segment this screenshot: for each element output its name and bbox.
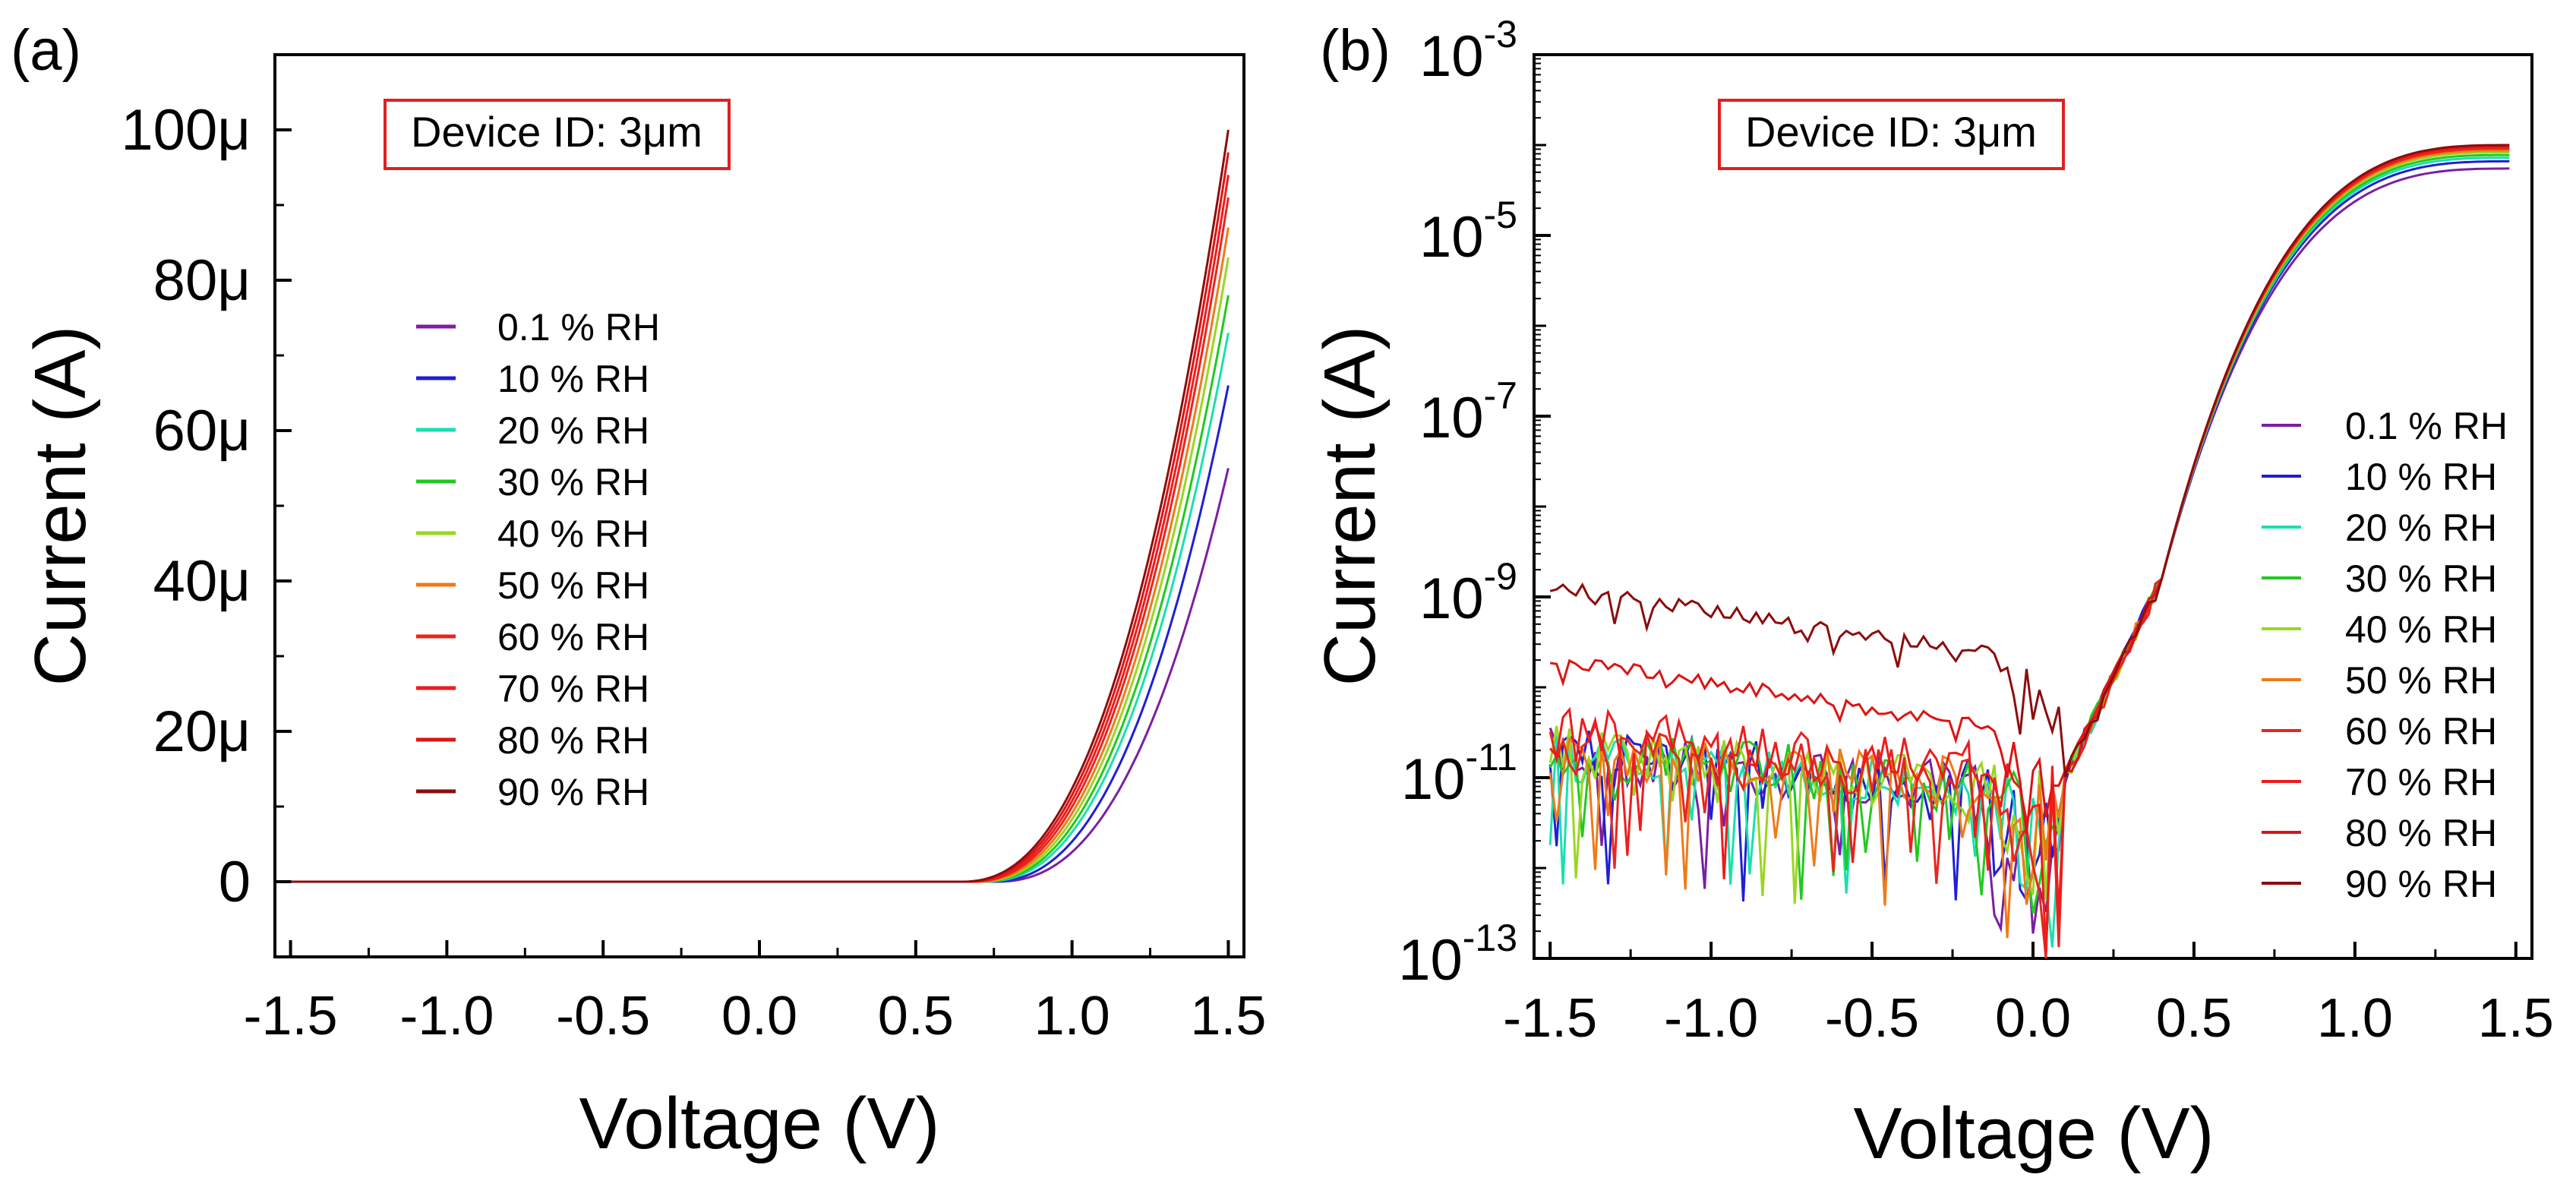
x-tick-label: -1.5 [244, 986, 338, 1047]
series-line-10 [290, 129, 1230, 883]
legend-label: 40 % RH [497, 513, 649, 555]
legend-label: 90 % RH [497, 771, 649, 813]
x-tick-label: 0.5 [878, 986, 954, 1047]
x-tick-label: 1.0 [1034, 986, 1110, 1047]
legend-label: 30 % RH [497, 461, 649, 504]
y-tick-label: 10-7 [1419, 374, 1517, 450]
legend-label: 90 % RH [2345, 863, 2497, 905]
panel-b-legend: 0.1 % RH 10 % RH 20 % RH 30 % RH 40 % RH 50 %… [2262, 405, 2508, 905]
panel-a-label: (a) [11, 18, 81, 83]
panel-b-ticks [1534, 53, 2518, 960]
panel-a-series [290, 129, 1230, 883]
panel-b-x-axis-label: Voltage (V) [1854, 1093, 2215, 1174]
panel-a-x-axis-label: Voltage (V) [579, 1083, 940, 1164]
panel-a-legend: 0.1 % RH 10 % RH 20 % RH 30 % RH 40 % RH 50 %… [416, 306, 660, 813]
y-tick-label: 0 [219, 850, 251, 914]
x-tick-label: 1.5 [2478, 988, 2554, 1049]
panel-a-x-tick-labels: -1.5 -1.0 -0.5 0.0 0.5 1.0 1.5 [244, 986, 1267, 1047]
panel-b-y-tick-labels: 10-13 10-11 10-9 10-7 10-5 10-3 [1398, 13, 1517, 993]
panel-b-series [1548, 144, 2510, 959]
panel-b-y-axis-label: Current (A) [1309, 326, 1391, 687]
legend-label: 40 % RH [2345, 608, 2497, 651]
x-tick-label: -1.5 [1503, 988, 1597, 1049]
legend-label: 60 % RH [2345, 710, 2497, 753]
y-tick-label: 40μ [153, 549, 251, 614]
panel-a-y-axis-label: Current (A) [20, 326, 101, 687]
y-tick-label: 10-11 [1401, 736, 1517, 812]
legend-label: 60 % RH [497, 616, 649, 658]
legend-label: 80 % RH [2345, 812, 2497, 854]
x-tick-label: -0.5 [1825, 988, 1919, 1049]
x-tick-label: 1.0 [2317, 988, 2393, 1049]
panel-a-annotation: Device ID: 3μm [411, 108, 702, 156]
legend-label: 50 % RH [497, 564, 649, 607]
legend-label: 50 % RH [2345, 659, 2497, 702]
series-line-10 [1549, 144, 2510, 778]
y-tick-label: 10-13 [1398, 917, 1517, 993]
legend-label: 80 % RH [497, 719, 649, 762]
x-tick-label: -1.0 [1664, 988, 1758, 1049]
legend-label: 10 % RH [2345, 456, 2497, 498]
legend-label: 30 % RH [2345, 557, 2497, 600]
y-tick-label: 100μ [121, 98, 251, 163]
panel-a-ticks [275, 128, 1230, 957]
panel-a: (a) 0 20μ 40μ 60μ 80μ 100μ -1.5 -1.0 -0.5 0.0 0.5… [11, 18, 1266, 1164]
x-tick-label: 0.0 [721, 986, 797, 1047]
x-tick-label: -0.5 [556, 986, 650, 1047]
y-tick-label: 20μ [153, 699, 251, 764]
series-line-7 [290, 197, 1230, 883]
panel-b-x-tick-labels: -1.5 -1.0 -0.5 0.0 0.5 1.0 1.5 [1503, 988, 2554, 1049]
legend-label: 20 % RH [2345, 507, 2497, 549]
panel-b-annotation-box [1718, 99, 2065, 170]
legend-label: 70 % RH [2345, 761, 2497, 803]
series-line-5 [290, 257, 1230, 883]
panel-b-label: (b) [1320, 18, 1391, 83]
x-tick-label: 1.5 [1190, 986, 1266, 1047]
legend-label: 0.1 % RH [497, 306, 660, 349]
y-tick-label: 10-3 [1419, 13, 1517, 89]
panel-b-annotation: Device ID: 3μm [1745, 108, 2037, 156]
series-line-7 [1548, 147, 2510, 959]
x-tick-label: 0.0 [1995, 988, 2071, 1049]
x-tick-label: 0.5 [2156, 988, 2232, 1049]
y-tick-label: 80μ [153, 248, 251, 313]
y-tick-label: 60μ [153, 399, 251, 463]
panel-a-annotation-box [384, 99, 731, 170]
y-tick-label: 10-9 [1419, 555, 1517, 631]
x-tick-label: -1.0 [399, 986, 494, 1047]
legend-label: 70 % RH [497, 668, 649, 710]
legend-label: 10 % RH [497, 358, 649, 400]
panel-a-y-tick-labels: 0 20μ 40μ 60μ 80μ 100μ [121, 98, 251, 914]
legend-label: 0.1 % RH [2345, 405, 2508, 447]
y-tick-label: 10-5 [1419, 194, 1517, 270]
legend-label: 20 % RH [497, 409, 649, 452]
